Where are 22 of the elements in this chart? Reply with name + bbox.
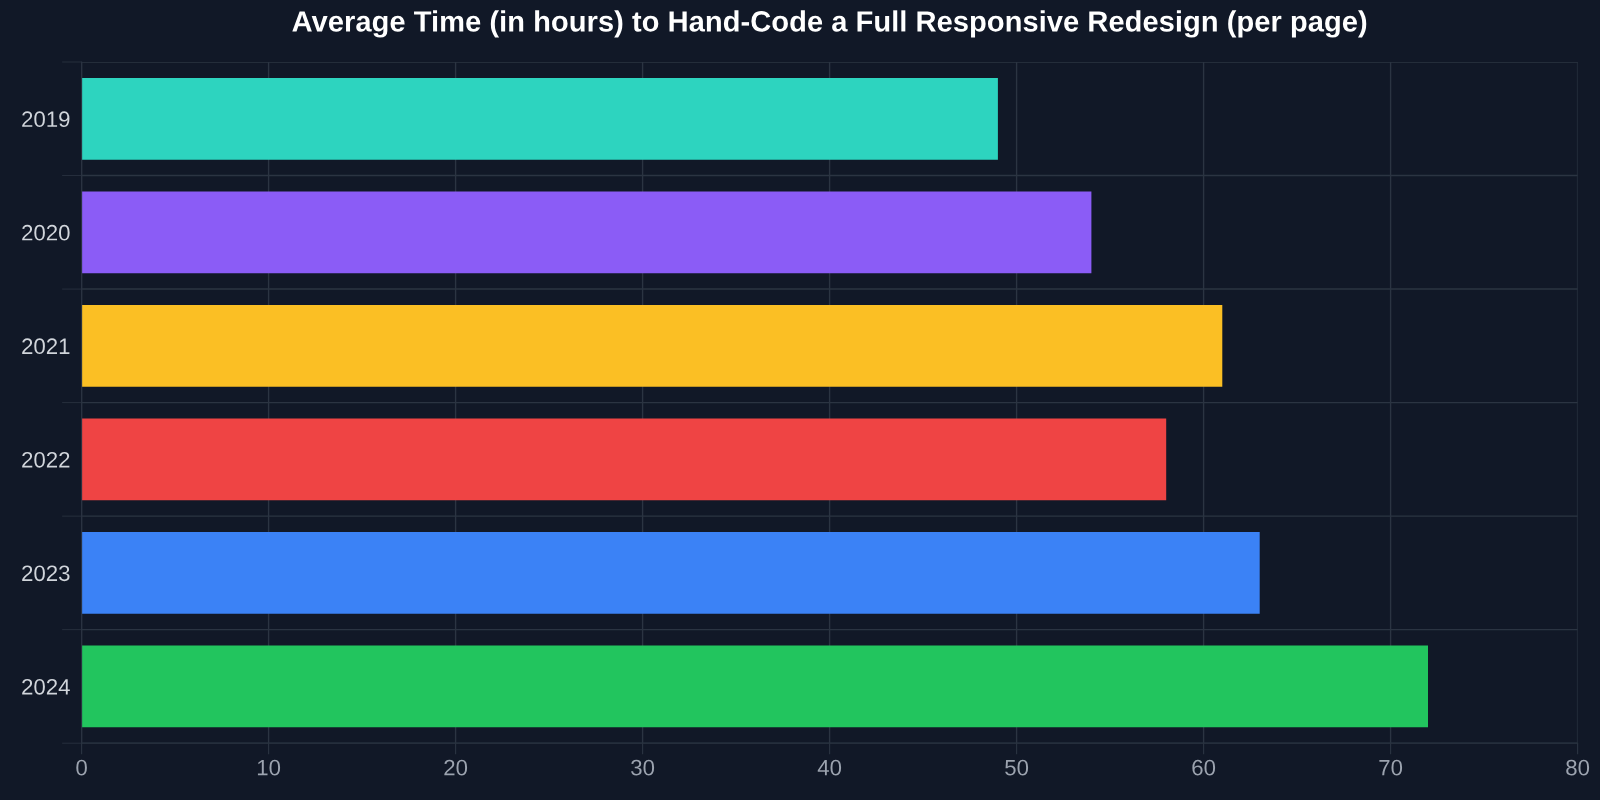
bar <box>81 304 1223 387</box>
bar <box>81 77 998 160</box>
bar <box>81 532 1260 614</box>
x-tick-label: 0 <box>76 759 87 776</box>
y-tick-label: 2022 <box>22 451 70 468</box>
x-tick-label: 20 <box>444 759 468 776</box>
x-tick-label: 60 <box>1192 759 1216 776</box>
y-tick-label: 2020 <box>22 224 70 241</box>
chart-title: Average Time (in hours) to Hand-Code a Full Responsive Redesign (per page) <box>292 10 1367 38</box>
x-tick-label: 40 <box>817 759 842 776</box>
y-tick-label: 2024 <box>22 678 70 695</box>
x-tick-label: 30 <box>631 759 655 776</box>
y-tick-label: 2021 <box>22 338 70 355</box>
bar <box>81 191 1092 274</box>
bar <box>81 418 1167 501</box>
x-tick-label: 70 <box>1379 759 1403 776</box>
y-tick-label: 2019 <box>22 111 70 128</box>
x-tick-label: 50 <box>1005 759 1029 776</box>
x-tick-label: 80 <box>1566 759 1590 776</box>
x-tick-label: 10 <box>257 759 281 776</box>
y-tick-label: 2023 <box>22 565 70 582</box>
bar <box>81 645 1428 728</box>
